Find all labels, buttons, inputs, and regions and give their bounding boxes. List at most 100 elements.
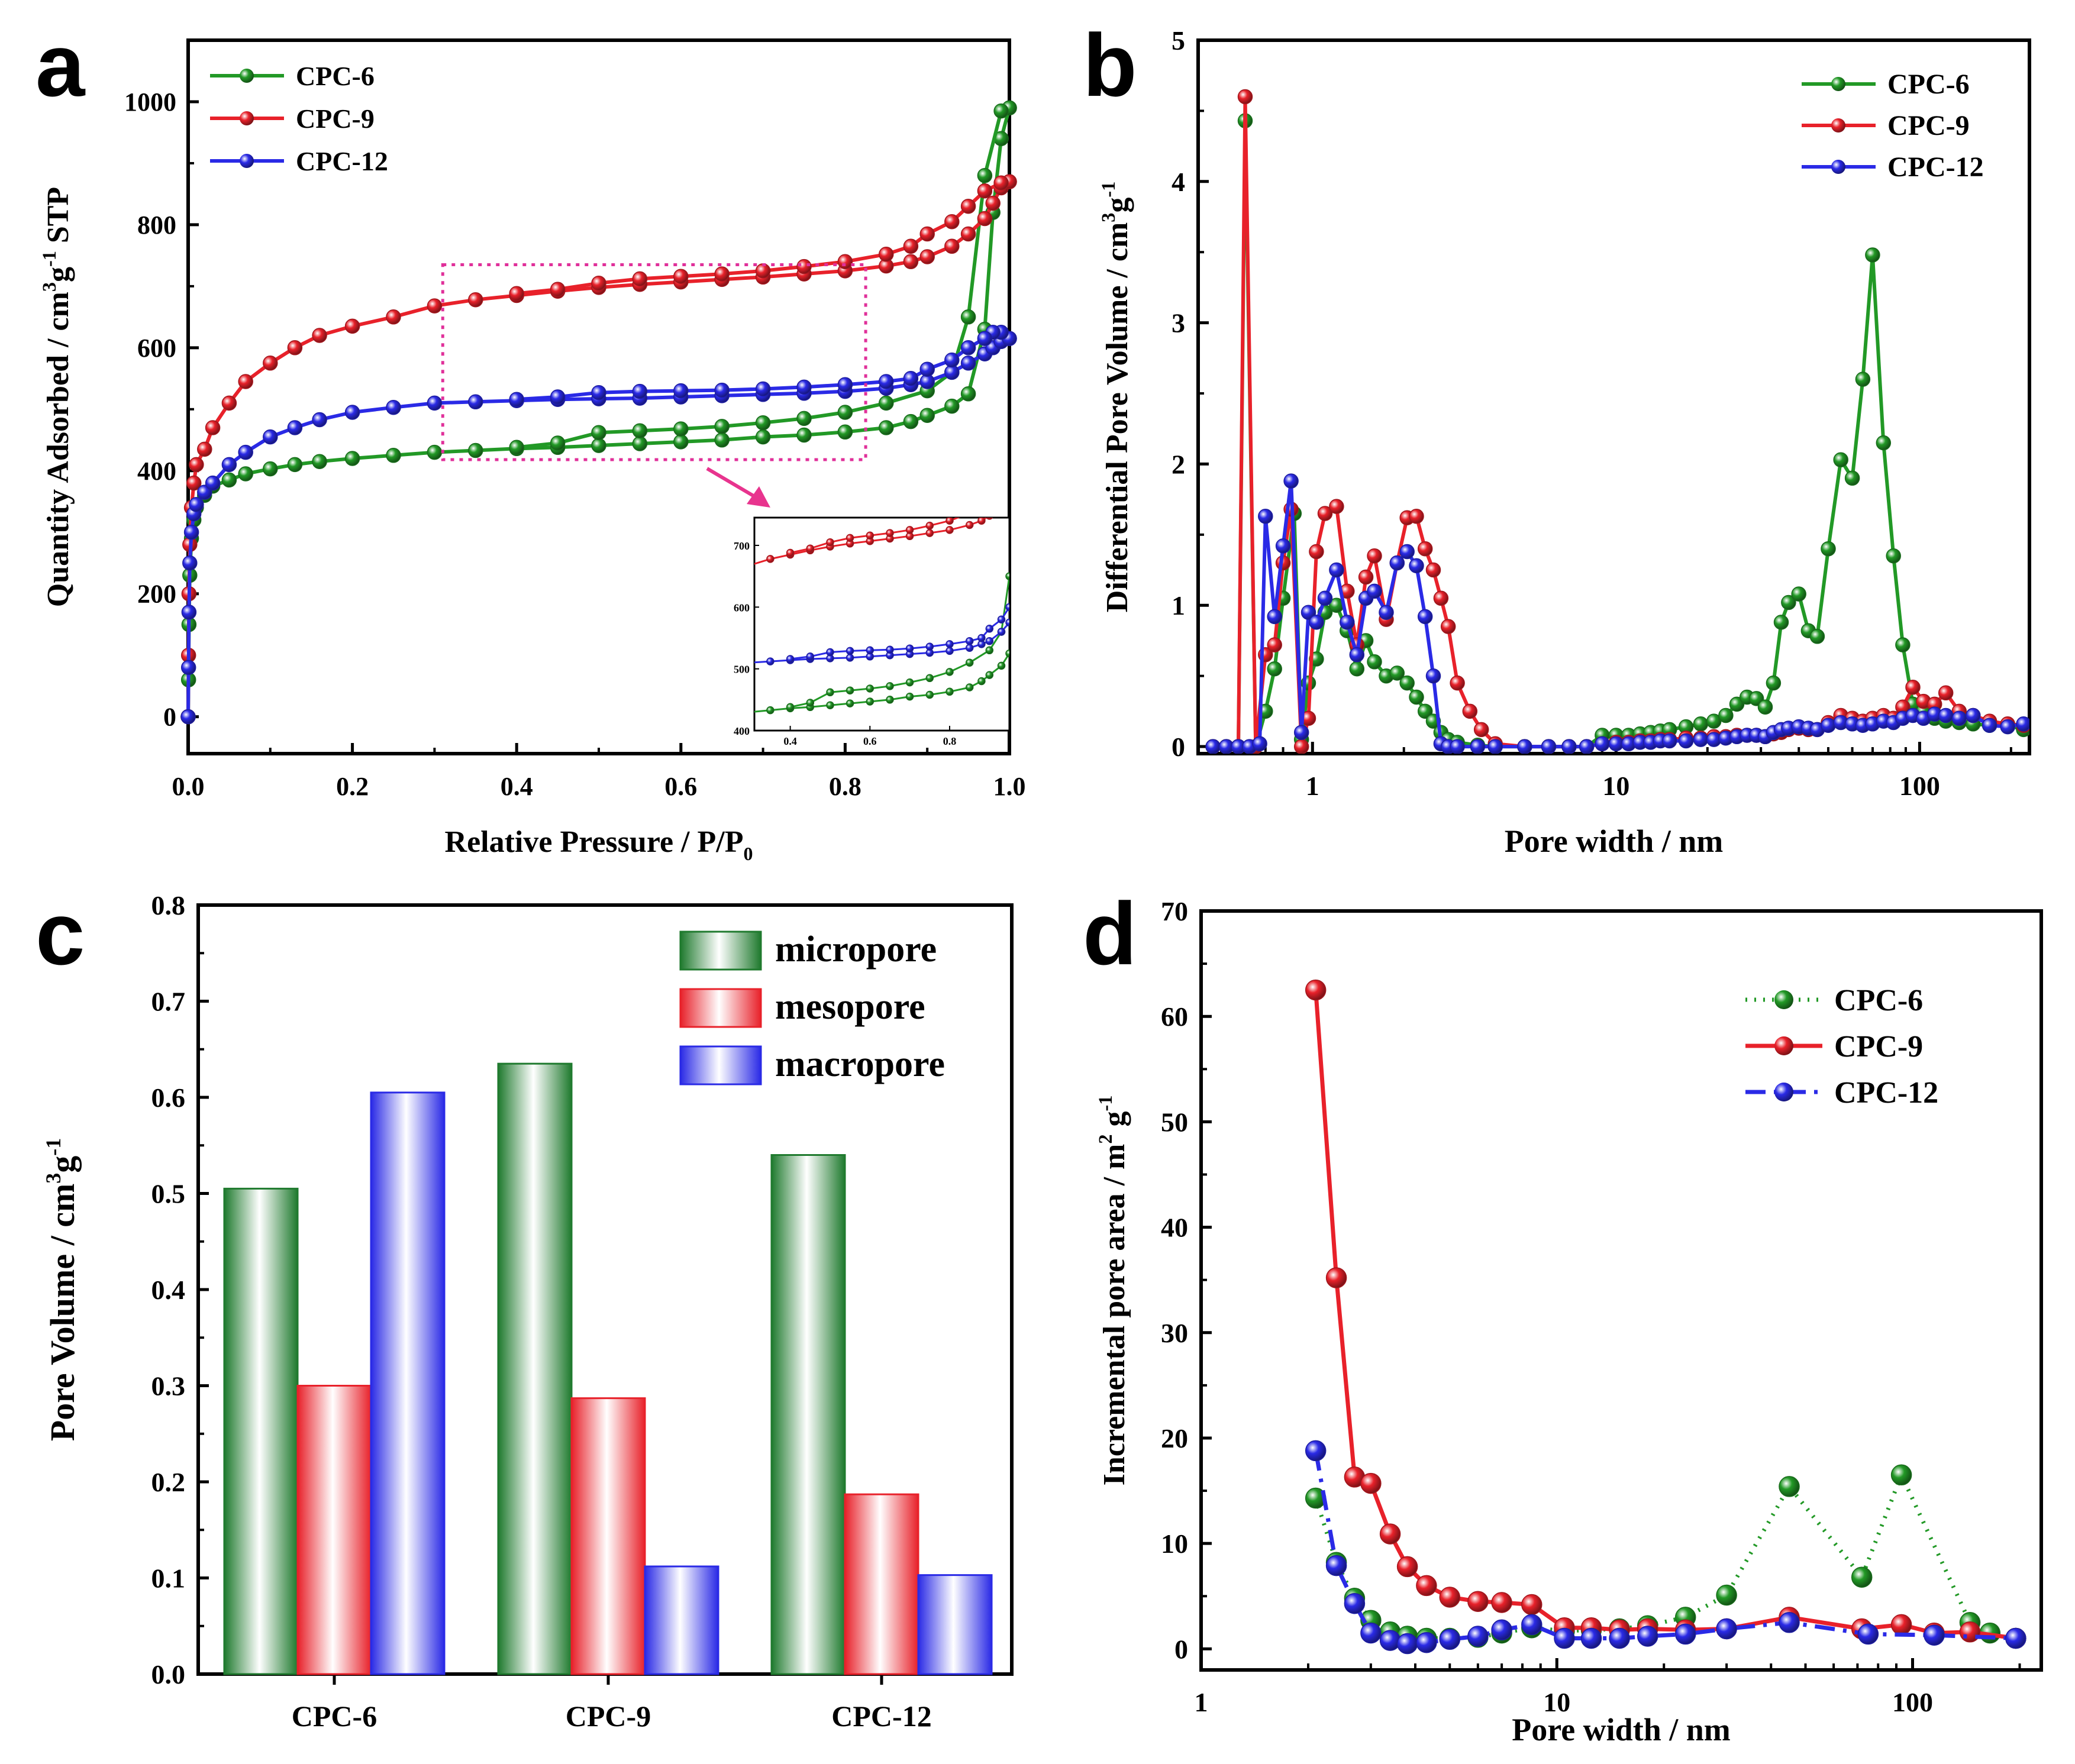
desorption-point bbox=[632, 272, 647, 286]
zoom-arrow-head bbox=[747, 486, 770, 508]
data-point bbox=[1892, 1465, 1912, 1485]
adsorption-point bbox=[469, 395, 483, 409]
y-tick-label: 5 bbox=[1172, 25, 1185, 56]
inset-point bbox=[827, 649, 834, 656]
adsorption-point bbox=[961, 227, 976, 241]
desorption-point bbox=[674, 269, 688, 283]
legend-marker bbox=[1831, 118, 1845, 133]
y-axis-label-part: g bbox=[43, 1156, 82, 1173]
adsorption-point bbox=[346, 319, 360, 333]
adsorption-point bbox=[386, 400, 401, 415]
inset-point bbox=[787, 550, 794, 557]
x-axis-label: Pore width / nm bbox=[1512, 1712, 1731, 1747]
data-point bbox=[1779, 1613, 1799, 1633]
legend-label: CPC-6 bbox=[1834, 984, 1923, 1017]
legend-label: CPC-12 bbox=[1887, 151, 1984, 183]
data-point bbox=[1350, 662, 1364, 676]
inset-point bbox=[946, 641, 953, 648]
x-tick-label: 0.0 bbox=[172, 772, 205, 801]
y-tick-label: 800 bbox=[137, 211, 176, 240]
inset-y-tick-label: 600 bbox=[734, 602, 750, 613]
data-point bbox=[1562, 739, 1576, 754]
adsorption-point bbox=[346, 405, 360, 419]
y-tick-label: 2 bbox=[1172, 449, 1185, 479]
desorption-point bbox=[903, 371, 918, 386]
desorption-point bbox=[715, 383, 729, 398]
adsorption-point bbox=[715, 433, 729, 447]
data-point bbox=[1952, 711, 1966, 725]
data-point bbox=[1327, 1556, 1347, 1576]
data-point bbox=[1582, 1629, 1602, 1649]
inset-point bbox=[966, 684, 973, 691]
data-point bbox=[1474, 722, 1489, 736]
adsorption-point bbox=[986, 196, 1000, 211]
data-point bbox=[1821, 542, 1835, 556]
legend-marker bbox=[240, 69, 254, 83]
y-axis-label: Differential Pore Volume / cm3g-1 bbox=[1098, 182, 1134, 612]
adsorption-point bbox=[427, 396, 441, 410]
x-axis-label-sub: 0 bbox=[743, 843, 753, 864]
desorption-point bbox=[879, 247, 893, 261]
y-tick-label: 0 bbox=[163, 703, 176, 732]
x-tick-label: 0.2 bbox=[336, 772, 369, 801]
inset-x-tick-label: 0.6 bbox=[863, 735, 877, 747]
data-point bbox=[1379, 605, 1393, 619]
bar-micropore bbox=[772, 1155, 845, 1675]
desorption-point bbox=[674, 384, 688, 398]
y-axis-label-part: g bbox=[1098, 1112, 1131, 1135]
inset-point bbox=[986, 671, 993, 679]
inset-point bbox=[966, 522, 973, 529]
adsorption-point bbox=[288, 421, 302, 435]
adsorption-point bbox=[288, 341, 302, 355]
data-point bbox=[1663, 734, 1677, 748]
desorption-point bbox=[797, 380, 811, 394]
bar-mesopore bbox=[298, 1386, 371, 1675]
data-point bbox=[1960, 1622, 1980, 1642]
inset-point bbox=[906, 693, 914, 700]
panel-d: d1 10 100010203040506070Pore width / nmInc… bbox=[1083, 884, 2041, 1747]
data-point bbox=[1400, 545, 1414, 559]
data-point bbox=[1367, 549, 1382, 563]
legend-marker bbox=[240, 111, 254, 125]
desorption-point bbox=[632, 385, 647, 399]
data-point bbox=[1295, 739, 1309, 754]
inset-point bbox=[986, 512, 993, 519]
adsorption-point bbox=[263, 430, 277, 444]
x-tick-label: 0.8 bbox=[829, 772, 861, 801]
adsorption-point bbox=[182, 660, 196, 674]
data-point bbox=[1595, 736, 1609, 751]
desorption-point bbox=[994, 104, 1008, 118]
data-point bbox=[1716, 1619, 1737, 1639]
data-point bbox=[1716, 1585, 1737, 1605]
inset-point bbox=[926, 522, 933, 529]
adsorption-point bbox=[592, 438, 606, 453]
data-point bbox=[1609, 1629, 1629, 1649]
desorption-point bbox=[945, 215, 959, 229]
figure: a0.0 0.2 0.4 0.6 0.8 1.002004006008001000Rela… bbox=[0, 0, 2075, 1764]
x-tick-label: 0.4 bbox=[501, 772, 533, 801]
legend-marker bbox=[1774, 1083, 1793, 1101]
data-point bbox=[1309, 615, 1324, 629]
data-point bbox=[1492, 1620, 1512, 1640]
data-point bbox=[1834, 453, 1848, 467]
desorption-point bbox=[797, 411, 811, 425]
desorption-point bbox=[551, 436, 565, 450]
x-axis-label: Relative Pressure / P/P0 bbox=[445, 825, 753, 864]
inset-point bbox=[986, 638, 993, 645]
y-tick-label: 20 bbox=[1161, 1423, 1188, 1453]
desorption-point bbox=[879, 374, 893, 389]
inset-point bbox=[946, 688, 953, 695]
desorption-point bbox=[551, 282, 565, 296]
y-axis-label-part: -1 bbox=[1098, 182, 1119, 198]
inset-point bbox=[906, 645, 914, 652]
data-point bbox=[1693, 717, 1708, 731]
data-point bbox=[1400, 676, 1414, 690]
data-point bbox=[1238, 90, 1253, 104]
y-tick-label: 4 bbox=[1172, 167, 1185, 197]
y-tick-label: 0.1 bbox=[151, 1563, 186, 1594]
adsorption-point bbox=[288, 457, 302, 471]
data-point bbox=[1340, 615, 1354, 629]
inset-point bbox=[866, 698, 873, 705]
y-tick-label: 3 bbox=[1172, 308, 1185, 338]
inset-point bbox=[926, 674, 933, 681]
